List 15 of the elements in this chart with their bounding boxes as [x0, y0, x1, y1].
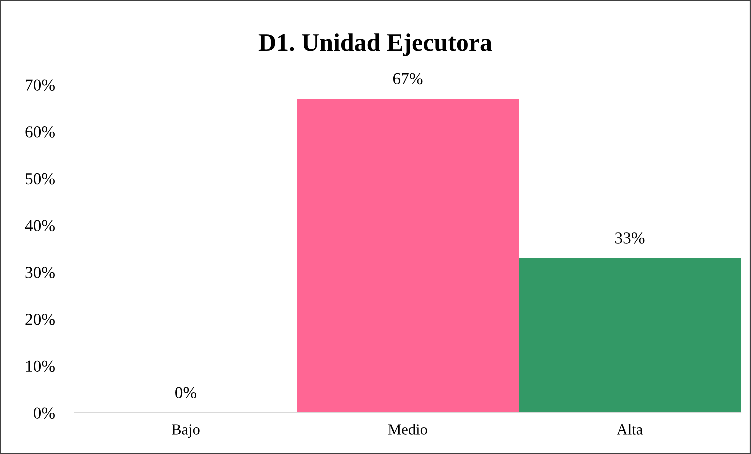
y-tick-label: 20%: [26, 314, 55, 326]
chart-title: D1. Unidad Ejecutora: [258, 34, 492, 56]
x-tick-label: Medio: [388, 424, 428, 435]
y-tick-label: 60%: [26, 126, 55, 138]
y-tick-label: 10%: [26, 360, 55, 372]
data-label: 33%: [616, 232, 645, 244]
y-tick-label: 0%: [34, 408, 55, 419]
y-tick-label: 70%: [26, 80, 55, 91]
data-label: 67%: [393, 73, 423, 85]
y-tick-label: 50%: [26, 173, 55, 185]
y-tick-label: 40%: [25, 220, 55, 232]
y-tick-label: 30%: [26, 267, 55, 278]
data-label: 0%: [176, 387, 197, 399]
x-tick-label: Alta: [617, 424, 643, 435]
x-tick-label: Bajo: [172, 424, 200, 438]
